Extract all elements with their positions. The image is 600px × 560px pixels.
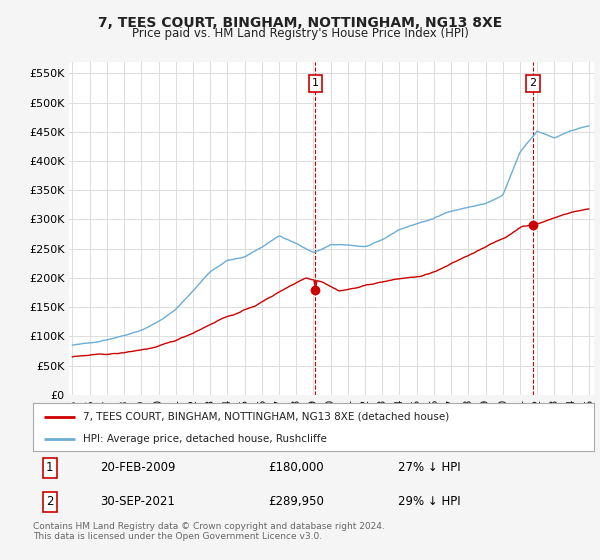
Text: 2: 2 [529,78,536,88]
Text: 1: 1 [312,78,319,88]
Text: 29% ↓ HPI: 29% ↓ HPI [398,496,460,508]
Text: Contains HM Land Registry data © Crown copyright and database right 2024.
This d: Contains HM Land Registry data © Crown c… [33,522,385,542]
Text: £289,950: £289,950 [269,496,325,508]
Text: 20-FEB-2009: 20-FEB-2009 [100,461,176,474]
Text: 2: 2 [46,496,53,508]
Text: HPI: Average price, detached house, Rushcliffe: HPI: Average price, detached house, Rush… [83,434,328,444]
Text: 27% ↓ HPI: 27% ↓ HPI [398,461,460,474]
Text: Price paid vs. HM Land Registry's House Price Index (HPI): Price paid vs. HM Land Registry's House … [131,27,469,40]
Text: 7, TEES COURT, BINGHAM, NOTTINGHAM, NG13 8XE: 7, TEES COURT, BINGHAM, NOTTINGHAM, NG13… [98,16,502,30]
Text: 7, TEES COURT, BINGHAM, NOTTINGHAM, NG13 8XE (detached house): 7, TEES COURT, BINGHAM, NOTTINGHAM, NG13… [83,412,450,422]
Text: 30-SEP-2021: 30-SEP-2021 [100,496,175,508]
Text: £180,000: £180,000 [269,461,324,474]
Text: 1: 1 [46,461,53,474]
